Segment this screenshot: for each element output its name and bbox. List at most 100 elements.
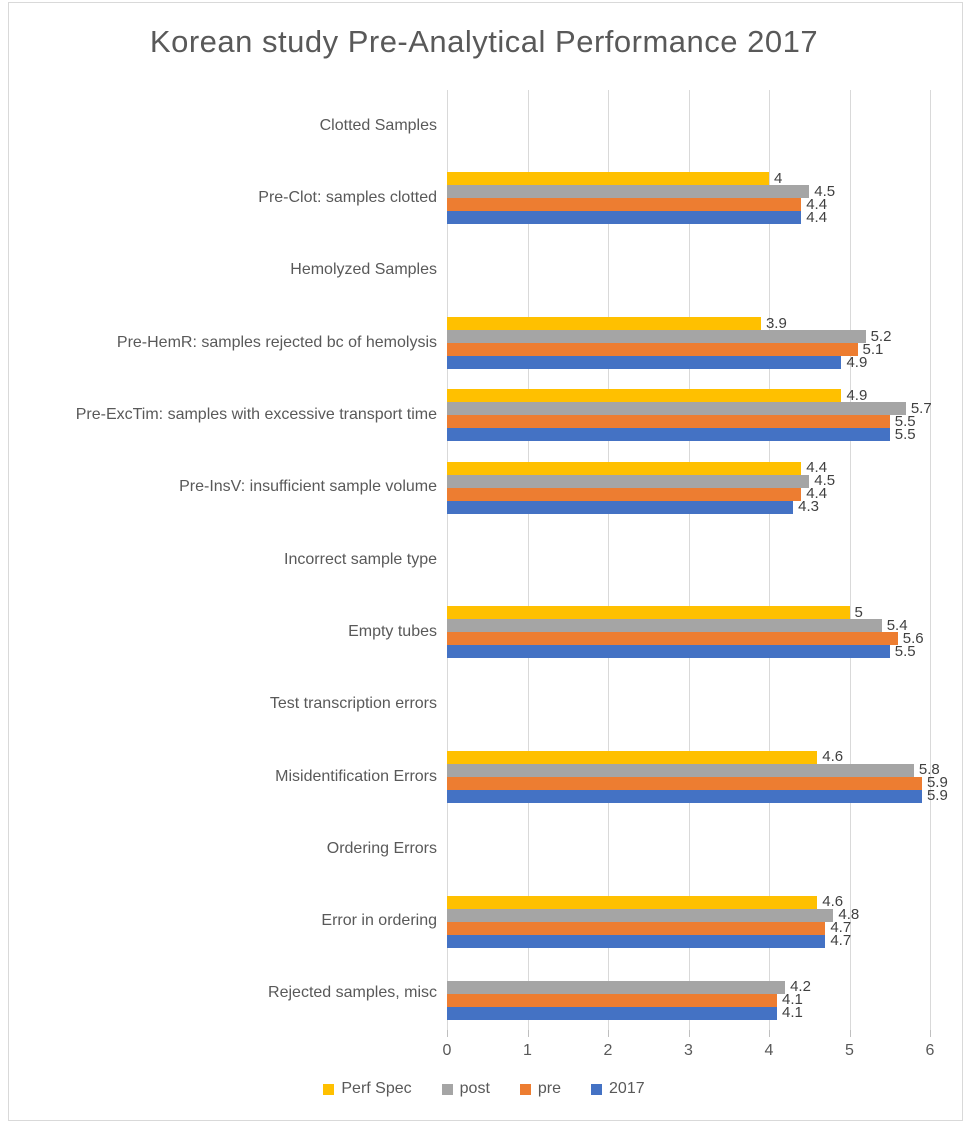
category-label-text: Ordering Errors [326, 839, 437, 857]
data-label: 5.4 [886, 616, 908, 634]
bar-post [447, 185, 810, 199]
legend-label: post [459, 1080, 490, 1097]
legend-item-2017: 2017 [591, 1080, 645, 1098]
bar-post [447, 980, 786, 994]
data-label: 5.2 [870, 327, 892, 345]
bar-post [447, 763, 914, 777]
gridline [608, 90, 609, 1030]
bar-perf-spec [447, 317, 761, 331]
category-label: Pre-Clot: samples clotted [20, 162, 437, 234]
legend-item-perf-spec: Perf Spec [323, 1080, 412, 1098]
category-label-text: Pre-InsV: insufficient sample volume [179, 478, 437, 496]
data-label: 3.9 [765, 314, 787, 332]
bar-post [447, 619, 882, 633]
data-label: 4.2 [790, 978, 811, 996]
category-label-text: Pre-ExcTim: samples with excessive trans… [75, 405, 437, 423]
chart-legend: Perf Spec post pre 2017 [0, 1080, 968, 1098]
bar-perf-spec [447, 606, 850, 620]
category-label: Ordering Errors [20, 813, 437, 885]
legend-item-post: post [441, 1080, 490, 1098]
x-axis-tick-label: 3 [684, 1042, 693, 1059]
legend-label: Perf Spec [341, 1080, 412, 1097]
data-label: 5 [854, 603, 863, 621]
category-label: Pre-InsV: insufficient sample volume [20, 452, 437, 524]
bar-pre [447, 632, 898, 646]
bar-pre [447, 921, 826, 935]
x-axis-tick-label: 2 [603, 1042, 613, 1059]
data-label: 5.5 [894, 642, 916, 660]
gridline [849, 90, 851, 1030]
bar-post [447, 330, 866, 344]
legend-label: 2017 [609, 1080, 645, 1097]
category-label: Pre-ExcTim: samples with excessive trans… [20, 379, 437, 451]
data-label: 4.1 [782, 1004, 803, 1022]
data-label: 5.9 [926, 774, 948, 792]
x-axis-tick-label: 4 [764, 1042, 774, 1059]
gridline [769, 90, 770, 1030]
bar-post [447, 402, 906, 416]
axis-tick [527, 1030, 529, 1037]
bar-2017 [447, 356, 842, 370]
category-label: Misidentification Errors [20, 741, 437, 813]
legend-swatch [519, 1083, 531, 1095]
bar-perf-spec [447, 461, 802, 475]
data-label: 4.9 [846, 353, 868, 371]
data-label: 5.5 [894, 425, 916, 443]
data-label: 4.6 [822, 893, 844, 911]
data-label: 4.6 [822, 748, 844, 766]
legend-swatch [441, 1083, 453, 1095]
data-label: 4.5 [814, 472, 836, 490]
bar-2017 [447, 1006, 778, 1020]
category-label-text: Clotted Samples [319, 116, 437, 134]
data-label: 5.7 [910, 399, 932, 417]
data-label: 5.8 [918, 761, 940, 779]
bar-2017 [447, 934, 826, 948]
x-axis-tick-label: 6 [925, 1042, 935, 1059]
bar-pre [447, 993, 778, 1007]
bar-perf-spec [447, 750, 818, 764]
data-label: 4.4 [806, 459, 828, 477]
category-label-text: Empty tubes [348, 622, 437, 640]
bar-perf-spec [447, 895, 818, 909]
category-label: Test transcription errors [20, 668, 437, 740]
bar-pre [447, 198, 802, 212]
bar-2017 [447, 500, 794, 514]
bar-2017 [447, 645, 890, 659]
bar-2017 [447, 211, 802, 225]
x-axis-tick-label: 1 [523, 1042, 532, 1059]
data-label: 4 [774, 169, 783, 187]
category-label-text: Incorrect sample type [284, 550, 437, 568]
bar-2017 [447, 789, 922, 803]
axis-tick [930, 1030, 931, 1037]
legend-swatch [591, 1083, 603, 1095]
x-axis-tick-label: 0 [442, 1042, 452, 1059]
data-label: 4.5 [814, 182, 836, 200]
bar-pre [447, 776, 922, 790]
axis-tick [849, 1030, 851, 1037]
category-label: Incorrect sample type [20, 524, 437, 596]
category-label: Error in ordering [20, 885, 437, 957]
bar-pre [447, 487, 802, 501]
data-label: 4.4 [806, 485, 828, 503]
gridline [930, 90, 931, 1030]
category-label: Clotted Samples [20, 90, 437, 162]
data-label: 4.7 [830, 919, 852, 937]
category-label-text: Misidentification Errors [275, 767, 437, 785]
axis-tick [608, 1030, 609, 1037]
axis-tick [769, 1030, 770, 1037]
bar-post [447, 474, 810, 488]
category-label: Rejected samples, misc [20, 958, 437, 1030]
chart-title: Korean study Pre-Analytical Performance … [149, 24, 819, 59]
legend-label: pre [537, 1080, 562, 1097]
bar-2017 [447, 428, 890, 442]
gridline [688, 90, 690, 1030]
gridline [527, 90, 529, 1030]
data-label: 4.8 [838, 906, 860, 924]
data-label: 4.4 [806, 195, 828, 213]
data-label: 5.1 [862, 340, 884, 358]
axis-tick [447, 1030, 448, 1037]
category-label-text: Test transcription errors [269, 695, 437, 713]
data-label: 4.9 [846, 386, 868, 404]
bar-perf-spec [447, 172, 769, 186]
